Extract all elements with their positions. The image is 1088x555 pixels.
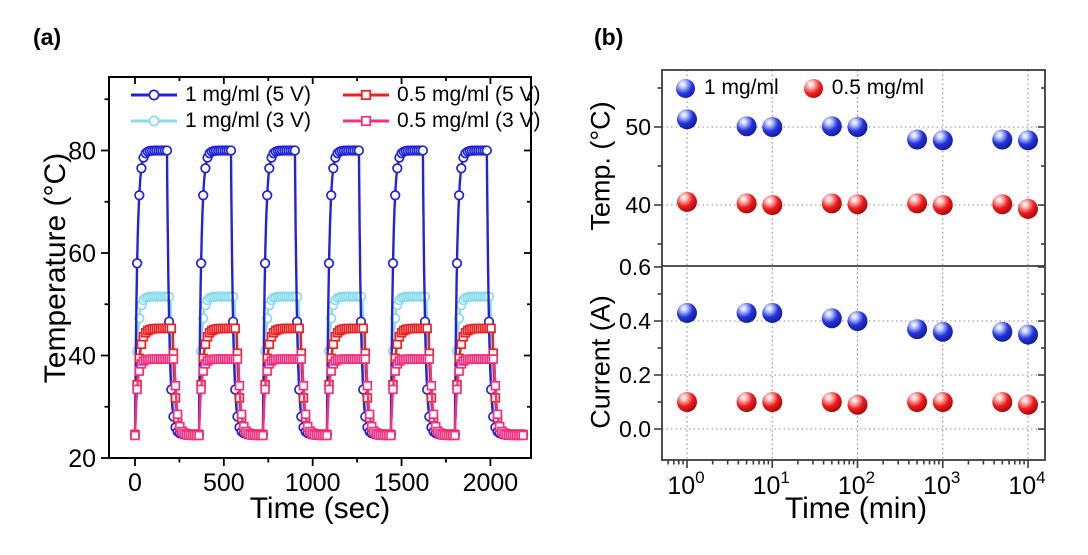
current-points-0-5-mg-ml (677, 392, 1038, 415)
panel-a-frame (108, 76, 532, 459)
panel-a-label: (a) (33, 24, 62, 50)
panel-a-legend: 1 mg/ml (5 V) 0.5 mg/ml (5 V) 1 mg/ml (3 V… (130, 83, 541, 133)
svg-text:0.0: 0.0 (619, 416, 651, 442)
legend-a-label: 1 mg/ml (5 V) (185, 83, 312, 106)
svg-text:60: 60 (68, 240, 96, 268)
square-marker-swatch-icon (343, 115, 389, 127)
ball-marker-icon (803, 78, 823, 98)
svg-text:0.6: 0.6 (619, 254, 651, 280)
svg-text:50: 50 (625, 114, 651, 140)
current-points-1-mg-ml (677, 302, 1038, 345)
panel-b-grid (662, 70, 1045, 460)
svg-text:0: 0 (128, 469, 142, 497)
square-marker-swatch-icon (343, 89, 389, 101)
circle-marker-swatch-icon (131, 115, 177, 127)
legend-a-label: 0.5 mg/ml (3 V) (397, 109, 541, 133)
svg-text:0.2: 0.2 (619, 362, 651, 388)
legend-a-label: 0.5 mg/ml (5 V) (397, 83, 541, 106)
legend-b-label: 0.5 mg/ml (831, 76, 924, 99)
svg-text:80: 80 (68, 138, 96, 166)
ball-marker-icon (676, 78, 695, 98)
svg-text:104: 104 (1008, 468, 1045, 500)
svg-text:20: 20 (68, 445, 96, 473)
legend-b-item-1-mg-ml: 1 mg/ml (676, 76, 779, 100)
legend-a-label: 1 mg/ml (3 V) (185, 109, 312, 133)
temp-points-0-5-mg-ml (677, 191, 1038, 219)
panel-a-ticks (101, 77, 531, 466)
markers-0-5-mg-ml-3-v (130, 354, 528, 441)
svg-text:100: 100 (667, 468, 704, 500)
svg-text:1000: 1000 (285, 469, 341, 497)
panel-b-x-axis-title: Time (min) (784, 492, 928, 525)
legend-a-item-0-5-mg-ml-5-v: 0.5 mg/ml (5 V) (342, 83, 541, 106)
svg-text:500: 500 (203, 469, 245, 497)
svg-text:40: 40 (68, 343, 96, 371)
svg-text:40: 40 (625, 192, 651, 218)
legend-b-label: 1 mg/ml (704, 76, 779, 99)
temp-points-1-mg-ml (677, 109, 1038, 151)
svg-text:2000: 2000 (463, 469, 519, 497)
panel-b-current-axis-title: Current (A) (585, 295, 616, 429)
svg-text:0.4: 0.4 (619, 308, 651, 334)
panel-a-series (129, 145, 529, 441)
panel-a-x-axis-title: Time (sec) (249, 492, 391, 525)
circle-marker-swatch-icon (131, 89, 177, 101)
panel-a-y-axis-title: Temperature (°C) (39, 152, 72, 384)
legend-b-item-0-5-mg-ml: 0.5 mg/ml (803, 76, 924, 100)
legend-a-item-0-5-mg-ml-3-v: 0.5 mg/ml (3 V) (342, 109, 541, 133)
panel-b-temp-axis-title: Temp. (°C) (585, 101, 616, 231)
svg-text:1500: 1500 (374, 469, 430, 497)
legend-a-item-1-mg-ml-3-v: 1 mg/ml (3 V) (130, 109, 340, 133)
panel-a-tick-labels: 20 40 60 80 0 500 1000 1500 2000 (68, 138, 518, 498)
panel-b-label: (b) (594, 24, 624, 50)
legend-a-item-1-mg-ml-5-v: 1 mg/ml (5 V) (130, 83, 340, 106)
panel-b-legend: 1 mg/ml 0.5 mg/ml (676, 76, 924, 100)
svg-text:103: 103 (923, 468, 960, 500)
panel-b-ticks (654, 87, 1045, 468)
